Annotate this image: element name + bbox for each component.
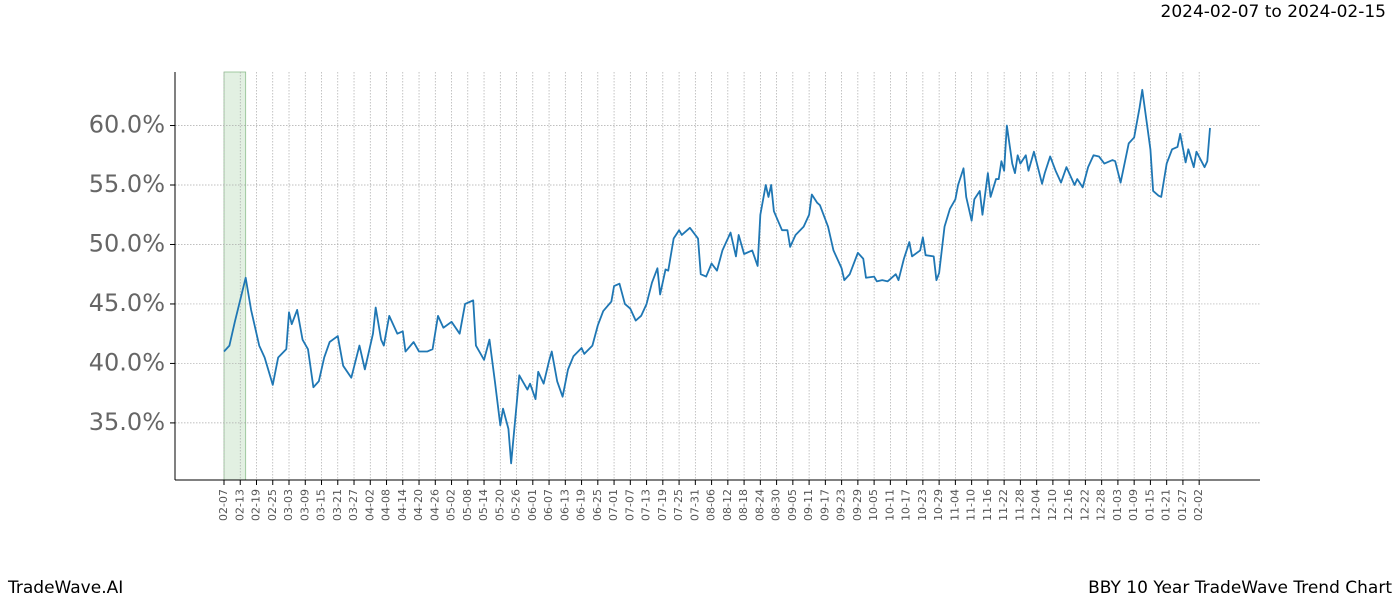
x-tick-label: 06-19 [575,489,588,521]
x-tick-label: 04-08 [380,489,393,521]
x-tick-label: 01-27 [1176,489,1189,521]
x-tick-label: 04-26 [428,489,441,521]
x-tick-label: 02-02 [1192,489,1205,521]
y-tick-label: 45.0% [89,289,165,317]
x-tick-label: 03-21 [331,489,344,521]
x-tick-label: 04-14 [396,489,409,521]
x-tick-label: 06-25 [591,489,604,521]
x-tick-label: 02-19 [250,489,263,521]
x-tick-label: 08-30 [770,489,783,521]
y-tick-label: 50.0% [89,229,165,257]
x-tick-label: 01-03 [1111,489,1124,521]
x-tick-label: 06-01 [526,489,539,521]
y-tick-label: 40.0% [89,348,165,376]
y-tick-label: 55.0% [89,170,165,198]
x-tick-label: 03-09 [298,489,311,521]
x-tick-label: 08-06 [705,489,718,521]
y-tick-label: 35.0% [89,408,165,436]
x-tick-label: 08-18 [737,489,750,521]
x-tick-label: 09-29 [851,489,864,521]
x-tick-label: 12-10 [1046,489,1059,521]
x-tick-label: 10-23 [916,489,929,521]
x-tick-label: 01-15 [1143,489,1156,521]
x-tick-label: 05-14 [477,489,490,521]
y-tick-label: 60.0% [89,111,165,139]
x-tick-label: 01-21 [1160,489,1173,521]
x-tick-label: 12-28 [1095,489,1108,521]
x-tick-label: 02-25 [266,489,279,521]
x-tick-label: 07-25 [672,489,685,521]
x-tick-label: 07-19 [656,489,669,521]
x-tick-label: 09-17 [818,489,831,521]
x-tick-label: 07-07 [623,489,636,521]
x-tick-label: 06-13 [558,489,571,521]
x-tick-label: 07-13 [640,489,653,521]
x-tick-label: 11-16 [981,489,994,521]
x-tick-label: 12-16 [1062,489,1075,521]
x-tick-label: 03-27 [347,489,360,521]
x-tick-label: 09-05 [786,489,799,521]
x-tick-label: 04-20 [412,489,425,521]
x-tick-label: 11-10 [965,489,978,521]
date-range: 2024-02-07 to 2024-02-15 [1161,2,1386,22]
x-tick-label: 09-23 [835,489,848,521]
x-tick-label: 07-31 [688,489,701,521]
x-tick-label: 08-24 [753,489,766,521]
x-tick-label: 10-05 [867,489,880,521]
x-tick-label: 12-22 [1078,489,1091,521]
x-tick-label: 08-12 [721,489,734,521]
x-tick-label: 02-07 [217,489,230,521]
x-tick-label: 05-08 [461,489,474,521]
footer-right: BBY 10 Year TradeWave Trend Chart [1088,578,1392,598]
x-tick-label: 11-28 [1013,489,1026,521]
x-tick-label: 05-26 [510,489,523,521]
x-tick-label: 10-11 [883,489,896,521]
x-tick-label: 10-29 [932,489,945,521]
x-tick-label: 09-11 [802,489,815,521]
highlight-band [223,71,247,481]
x-tick-label: 02-13 [233,489,246,521]
x-tick-label: 07-01 [607,489,620,521]
x-tick-label: 05-02 [445,489,458,521]
x-tick-label: 11-22 [997,489,1010,521]
x-tick-label: 04-02 [363,489,376,521]
x-tick-label: 06-07 [542,489,555,521]
x-tick-label: 03-03 [282,489,295,521]
trend-line [223,88,1211,465]
x-tick-label: 03-15 [315,489,328,521]
x-tick-label: 12-04 [1030,489,1043,521]
footer-left: TradeWave.AI [7,578,123,598]
x-tick-label: 01-09 [1127,489,1140,521]
x-tick-label: 11-04 [948,489,961,521]
x-tick-label: 05-20 [493,489,506,521]
x-tick-label: 10-17 [900,489,913,521]
